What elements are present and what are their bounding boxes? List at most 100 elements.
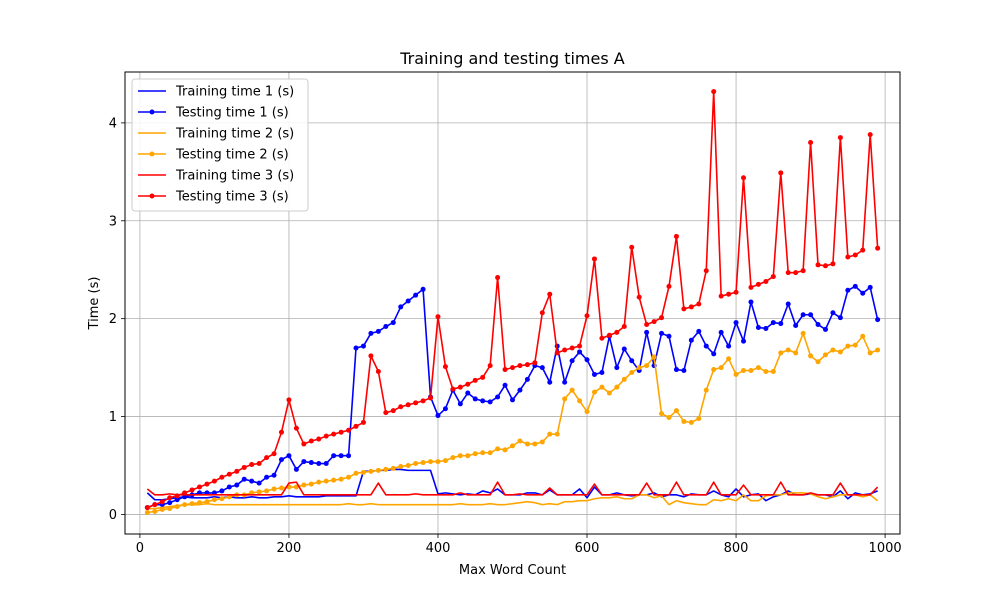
- series-testing-time-2-s: [144, 330, 881, 515]
- data-point-testing-time-2-s: [770, 369, 776, 375]
- data-point-testing-time-3-s: [383, 410, 389, 416]
- data-point-testing-time-3-s: [435, 314, 441, 320]
- data-point-testing-time-3-s: [606, 332, 612, 338]
- data-point-testing-time-3-s: [793, 270, 799, 276]
- data-point-testing-time-1-s: [569, 358, 575, 364]
- data-point-testing-time-2-s: [256, 489, 262, 495]
- data-point-testing-time-2-s: [778, 350, 784, 356]
- y-tick-label: 4: [109, 116, 117, 131]
- x-tick-label: 1000: [869, 541, 902, 556]
- data-point-testing-time-3-s: [644, 322, 650, 328]
- data-point-testing-time-2-s: [875, 347, 881, 353]
- data-point-testing-time-1-s: [219, 488, 225, 494]
- data-point-testing-time-2-s: [264, 488, 270, 494]
- data-point-testing-time-1-s: [264, 474, 270, 480]
- data-point-testing-time-2-s: [793, 350, 799, 356]
- legend-label: Testing time 2 (s): [175, 148, 289, 163]
- legend-item: Testing time 2 (s): [138, 148, 289, 163]
- data-point-testing-time-1-s: [562, 379, 568, 385]
- data-point-testing-time-1-s: [748, 299, 754, 305]
- data-point-testing-time-1-s: [539, 365, 545, 371]
- data-point-testing-time-1-s: [696, 328, 702, 334]
- data-point-testing-time-1-s: [383, 323, 389, 329]
- data-point-testing-time-1-s: [726, 343, 732, 349]
- data-point-testing-time-3-s: [234, 468, 240, 474]
- data-point-testing-time-3-s: [495, 275, 501, 281]
- data-point-testing-time-3-s: [353, 423, 359, 429]
- data-point-testing-time-1-s: [718, 329, 724, 335]
- data-point-testing-time-2-s: [502, 447, 508, 453]
- data-point-testing-time-1-s: [837, 315, 843, 321]
- data-point-testing-time-3-s: [785, 270, 791, 276]
- data-point-testing-time-1-s: [584, 357, 590, 363]
- data-point-testing-time-3-s: [524, 362, 530, 368]
- legend-marker: [149, 109, 155, 115]
- data-point-testing-time-2-s: [651, 354, 657, 360]
- data-point-testing-time-2-s: [726, 356, 732, 362]
- data-point-testing-time-1-s: [755, 324, 761, 330]
- data-point-testing-time-2-s: [867, 350, 873, 356]
- data-point-testing-time-2-s: [696, 416, 702, 421]
- data-point-testing-time-1-s: [666, 333, 672, 339]
- data-point-testing-time-3-s: [271, 451, 277, 457]
- data-point-testing-time-1-s: [390, 320, 396, 326]
- data-point-testing-time-2-s: [748, 368, 754, 374]
- data-point-testing-time-3-s: [405, 402, 411, 408]
- data-point-testing-time-3-s: [748, 284, 754, 290]
- data-point-testing-time-3-s: [472, 377, 478, 383]
- x-axis-label: Max Word Count: [459, 563, 566, 578]
- data-point-testing-time-3-s: [651, 319, 657, 325]
- legend-marker: [149, 193, 155, 199]
- data-point-testing-time-3-s: [726, 291, 732, 297]
- data-point-testing-time-3-s: [204, 481, 210, 487]
- data-point-testing-time-1-s: [293, 466, 299, 472]
- data-point-testing-time-2-s: [323, 478, 329, 484]
- x-tick-label: 800: [724, 541, 749, 556]
- data-point-testing-time-1-s: [703, 343, 709, 349]
- y-tick-label: 2: [109, 312, 117, 327]
- data-point-testing-time-1-s: [375, 328, 381, 334]
- data-point-testing-time-3-s: [770, 274, 776, 280]
- data-point-testing-time-1-s: [316, 461, 322, 467]
- data-point-testing-time-3-s: [621, 323, 627, 329]
- data-point-testing-time-2-s: [360, 469, 366, 475]
- data-point-testing-time-2-s: [144, 509, 150, 515]
- data-point-testing-time-1-s: [346, 453, 352, 459]
- data-point-testing-time-3-s: [554, 350, 560, 356]
- data-point-testing-time-3-s: [442, 364, 448, 370]
- data-point-testing-time-3-s: [569, 345, 575, 351]
- legend-label: Training time 3 (s): [175, 169, 294, 184]
- data-point-testing-time-1-s: [517, 387, 523, 393]
- data-point-testing-time-1-s: [405, 298, 411, 304]
- data-point-testing-time-2-s: [763, 369, 769, 375]
- data-point-testing-time-3-s: [189, 487, 195, 493]
- data-point-testing-time-1-s: [472, 396, 478, 402]
- data-point-testing-time-3-s: [480, 374, 486, 380]
- data-point-testing-time-3-s: [711, 89, 717, 95]
- data-point-testing-time-3-s: [577, 343, 583, 349]
- data-point-testing-time-3-s: [830, 261, 836, 267]
- data-point-testing-time-1-s: [547, 379, 553, 385]
- y-axis-label: Time (s): [87, 277, 102, 331]
- data-point-testing-time-2-s: [547, 431, 553, 437]
- data-point-testing-time-2-s: [830, 347, 836, 353]
- legend-label: Testing time 1 (s): [175, 106, 289, 121]
- data-point-testing-time-1-s: [830, 310, 836, 316]
- data-point-testing-time-2-s: [457, 453, 463, 459]
- data-point-testing-time-2-s: [755, 365, 761, 371]
- plot-frame: [124, 71, 901, 535]
- data-point-testing-time-1-s: [256, 480, 262, 486]
- data-point-testing-time-1-s: [323, 461, 329, 467]
- data-point-testing-time-3-s: [547, 291, 553, 297]
- data-point-testing-time-3-s: [584, 313, 590, 319]
- data-point-testing-time-3-s: [532, 360, 538, 366]
- legend: Training time 1 (s) Testing time 1 (s) Tra…: [131, 78, 309, 212]
- data-point-testing-time-2-s: [428, 459, 434, 465]
- data-point-testing-time-3-s: [144, 505, 150, 511]
- data-point-testing-time-1-s: [368, 330, 374, 336]
- data-point-testing-time-2-s: [860, 333, 866, 339]
- data-point-testing-time-2-s: [644, 363, 650, 369]
- data-point-testing-time-1-s: [226, 484, 232, 490]
- data-point-testing-time-3-s: [256, 461, 262, 467]
